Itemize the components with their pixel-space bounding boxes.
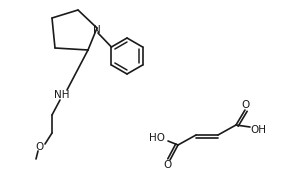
Text: N: N xyxy=(93,25,101,35)
Text: NH: NH xyxy=(54,90,70,100)
Text: O: O xyxy=(164,160,172,170)
Text: O: O xyxy=(242,100,250,110)
Text: OH: OH xyxy=(250,125,266,135)
Text: HO: HO xyxy=(149,133,165,143)
Text: O: O xyxy=(36,142,44,152)
